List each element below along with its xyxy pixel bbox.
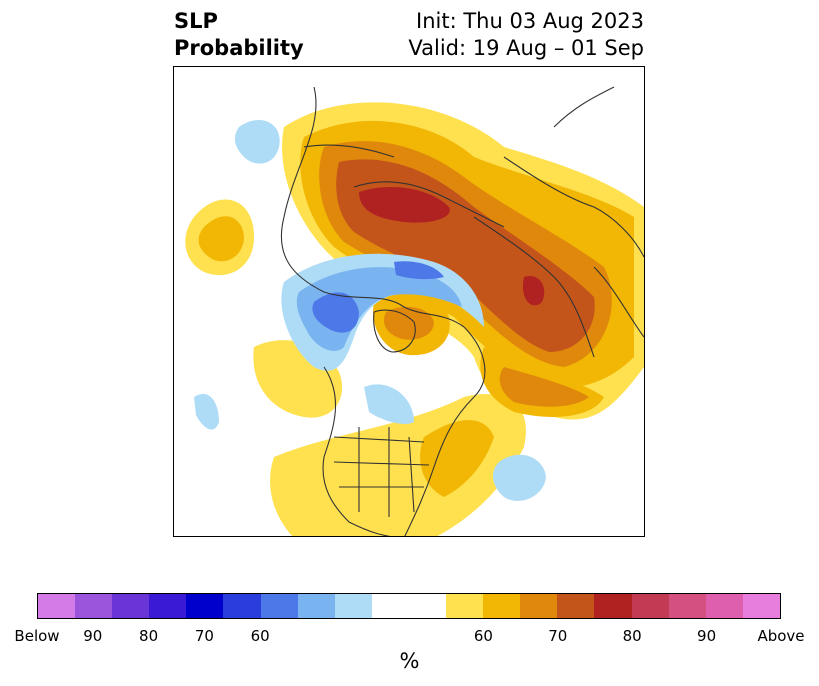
colorbar-tick-label: 60	[250, 627, 270, 645]
map-svg	[185, 86, 644, 536]
colorbar	[37, 593, 781, 619]
colorbar-segment	[334, 594, 372, 618]
colorbar-tick-label: Below	[14, 627, 60, 645]
colorbar-segment	[149, 594, 187, 618]
colorbar-segment	[260, 594, 298, 618]
title-line-2: Probability	[174, 36, 304, 60]
above-west-blob-inner	[198, 216, 244, 262]
above-south-inner	[420, 420, 494, 497]
colorbar-segment	[668, 594, 706, 618]
colorbar-segment	[557, 594, 595, 618]
colorbar-segment	[705, 594, 743, 618]
coastlines	[280, 86, 644, 536]
colorbar-tick-label: 90	[83, 627, 103, 645]
below-arctic-70	[312, 292, 359, 333]
title-line-1: SLP	[174, 9, 218, 33]
below-canada	[364, 384, 414, 424]
colorbar-segment	[186, 594, 224, 618]
below-pacific-small	[194, 393, 219, 430]
colorbar-segment	[75, 594, 113, 618]
colorbar-segment	[631, 594, 669, 618]
colorbar-segment	[223, 594, 261, 618]
colorbar-segment	[38, 594, 76, 618]
colorbar-segment	[297, 594, 335, 618]
below-arctic-70b	[394, 261, 444, 280]
valid-range: Valid: 19 Aug – 01 Sep	[408, 36, 644, 60]
colorbar-segment	[520, 594, 558, 618]
colorbar-segment	[112, 594, 150, 618]
colorbar-tick-label: 60	[473, 627, 493, 645]
colorbar-segment	[408, 594, 447, 618]
above-atlantic-inner	[499, 367, 589, 407]
above-80-core-2	[522, 276, 545, 306]
colorbar-tick-label: Above	[757, 627, 805, 645]
colorbar-tick-label: 70	[194, 627, 214, 645]
colorbar-segment	[446, 594, 484, 618]
colorbar-tick-label: 90	[697, 627, 717, 645]
above-80-core	[359, 187, 450, 223]
colorbar-tick-label: 80	[622, 627, 642, 645]
colorbar-tick-label: 80	[139, 627, 159, 645]
title-right: Init: Thu 03 Aug 2023 Valid: 19 Aug – 01…	[408, 8, 644, 62]
colorbar-unit-label: %	[399, 649, 420, 673]
above-pole-inner	[383, 306, 434, 340]
below-atlantic	[492, 454, 546, 501]
colorbar-segment	[594, 594, 632, 618]
colorbar-ticks: Below 90 80 70 60 60 70 80 90 Above	[14, 627, 804, 647]
title-left: SLP Probability	[174, 8, 304, 62]
init-date: Init: Thu 03 Aug 2023	[416, 9, 644, 33]
colorbar-segment	[371, 594, 409, 618]
colorbar-segment	[483, 594, 521, 618]
probability-map	[173, 66, 645, 537]
colorbar-segment	[742, 594, 780, 618]
below-nw	[234, 119, 280, 164]
colorbar-tick-label: 70	[548, 627, 568, 645]
